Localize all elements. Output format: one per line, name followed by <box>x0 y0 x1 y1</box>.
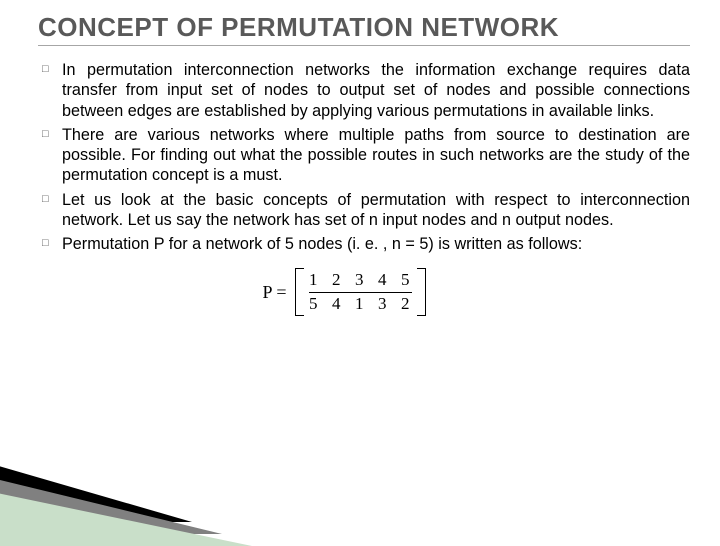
permutation-formula: P = 1 2 3 4 5 5 4 1 3 2 <box>0 270 690 314</box>
decoration-triangle-front <box>0 492 252 546</box>
bullet-text: In permutation interconnection networks … <box>62 60 690 121</box>
bullet-marker-icon: □ <box>42 125 62 140</box>
bullet-marker-icon: □ <box>42 60 62 75</box>
bullet-text: Let us look at the basic concepts of per… <box>62 190 690 231</box>
list-item: □ Let us look at the basic concepts of p… <box>42 190 690 231</box>
bullet-marker-icon: □ <box>42 234 62 249</box>
formula-fraction-line <box>309 292 412 293</box>
bullet-marker-icon: □ <box>42 190 62 205</box>
list-item: □ Permutation P for a network of 5 nodes… <box>42 234 690 254</box>
bullet-text: Permutation P for a network of 5 nodes (… <box>62 234 690 254</box>
bullet-text: There are various networks where multipl… <box>62 125 690 186</box>
list-item: □ There are various networks where multi… <box>42 125 690 186</box>
formula-top-row: 1 2 3 4 5 <box>303 270 418 290</box>
formula-lhs: P = <box>263 282 287 303</box>
formula-bracket: 1 2 3 4 5 5 4 1 3 2 <box>295 270 426 314</box>
slide-title: CONCEPT OF PERMUTATION NETWORK <box>38 12 690 46</box>
formula-bottom-row: 5 4 1 3 2 <box>303 294 418 314</box>
list-item: □ In permutation interconnection network… <box>42 60 690 121</box>
slide-container: CONCEPT OF PERMUTATION NETWORK □ In perm… <box>0 0 720 540</box>
bullet-list: □ In permutation interconnection network… <box>38 60 690 254</box>
